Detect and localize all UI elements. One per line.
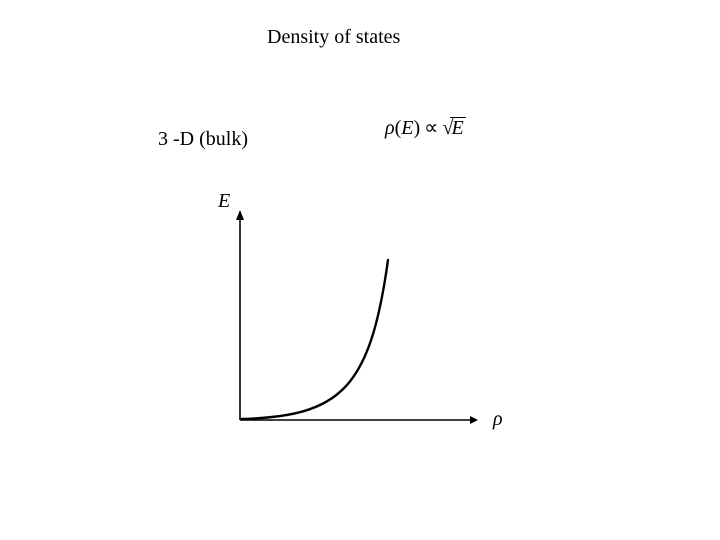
density-chart [220,210,480,430]
formula-sqrt: √E [442,117,465,140]
density-curve [242,260,388,419]
formula-rho: ρ [385,117,395,139]
y-axis-arrow-icon [236,210,244,220]
page-title: Density of states [267,26,400,49]
x-axis-arrow-icon [470,416,478,424]
x-axis-label: ρ [493,408,503,431]
dimension-label: 3 -D (bulk) [158,128,248,151]
formula-propto: ∝ [420,117,442,139]
sqrt-arg: E [450,117,465,139]
density-formula: ρ(E)∝√E [385,115,466,140]
formula-E: E [401,117,413,139]
